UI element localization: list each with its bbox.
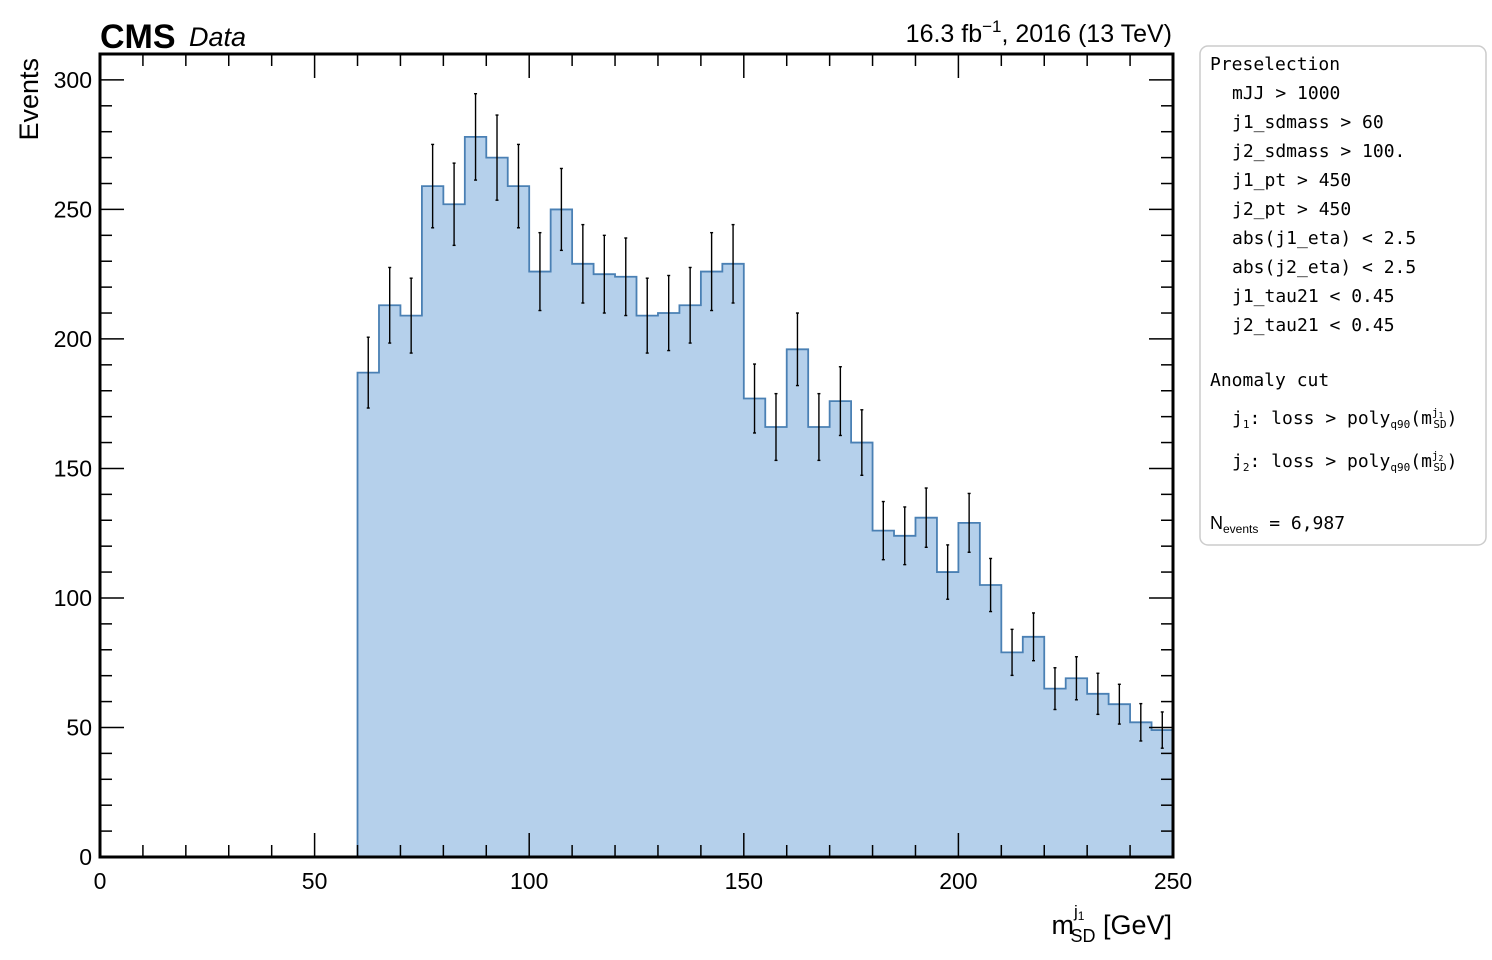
errorbar-24 [881, 500, 885, 561]
legend-cut-item: j1_sdmass > 60 [1232, 112, 1384, 133]
plot-frame [98, 52, 1175, 859]
errorbar-19 [774, 392, 778, 462]
errorbar-6 [495, 114, 499, 201]
legend-cuts: mJJ > 1000 j1_sdmass > 60 j2_sdmass > 100.… [1232, 83, 1416, 336]
legend-cut-item: j1_tau21 < 0.45 [1232, 286, 1395, 307]
legend-cut-item: abs(j1_eta) < 2.5 [1232, 228, 1416, 249]
legend-box: Preselection mJJ > 1000 j1_sdmass > 60 j2_… [1199, 45, 1487, 546]
errorbar-11 [602, 234, 606, 314]
x-axis-label-unit: [GeV] [1095, 910, 1172, 940]
y-tick-label: 150 [54, 455, 92, 481]
legend-cut-item: j2_sdmass > 100. [1232, 141, 1405, 162]
errorbar-21 [817, 392, 821, 462]
x-tick-label: 200 [939, 868, 977, 894]
lumi-label: 16.3 fb−1, 2016 (13 TeV) [906, 17, 1172, 48]
errorbar-5 [474, 93, 478, 181]
x-axis-label-sup: j [1073, 902, 1078, 921]
y-tick-label: 200 [54, 326, 92, 352]
x-tick-label: 0 [94, 868, 107, 894]
x-axis-label-main: m [1051, 910, 1074, 940]
legend-cut-item: j2_tau21 < 0.45 [1232, 315, 1395, 336]
data-label: Data [189, 22, 246, 52]
x-tick-label: 50 [302, 868, 328, 894]
errorbar-15 [688, 266, 692, 344]
histogram-fill [357, 136, 1173, 857]
tick-layer: 0 50 100 150 200 250 0 50 100 150 200 250 300 [54, 53, 1192, 894]
errorbar-18 [753, 363, 757, 434]
errorbar-2 [409, 277, 413, 354]
errorbar-1 [388, 266, 392, 344]
errorbar-33 [1074, 656, 1078, 701]
x-tick-label: 100 [510, 868, 548, 894]
x-axis-label-supsub: 1 [1078, 909, 1085, 923]
legend-cut-item: j1_pt > 450 [1232, 170, 1351, 191]
errorbar-14 [667, 274, 671, 352]
errorbar-3 [431, 143, 435, 229]
histogram-layer [356, 135, 1173, 857]
legend-cut-item: mJJ > 1000 [1232, 83, 1340, 104]
legend-frame [1199, 45, 1487, 546]
legend-preselection-title: Preselection [1210, 54, 1340, 75]
lumi-rest: , 2016 (13 TeV) [1002, 20, 1172, 48]
errorbar-34 [1096, 672, 1100, 716]
x-axis-label-sub: SD [1070, 926, 1095, 946]
errorbar-27 [946, 544, 950, 600]
errorbar-32 [1053, 667, 1057, 711]
errorbar-20 [795, 312, 799, 387]
errorbar-30 [1010, 628, 1014, 677]
y-tick-label: 100 [54, 585, 92, 611]
legend-cut-item: j2_pt > 450 [1232, 199, 1351, 220]
y-tick-label: 250 [54, 196, 92, 222]
errorbar-35 [1117, 683, 1121, 725]
errorbar-8 [538, 231, 542, 312]
legend-cut-item: abs(j2_eta) < 2.5 [1232, 257, 1416, 278]
errorbar-26 [924, 487, 928, 549]
experiment-label: CMS [100, 18, 176, 56]
errorbar-25 [903, 506, 907, 566]
legend-anomaly-line-1: j1: loss > polyq90(mj1 SD) [1232, 406, 1457, 431]
errorbar-4 [452, 162, 456, 247]
errorbar-13 [645, 277, 649, 354]
errorbar-0 [366, 336, 370, 409]
errorbar-31 [1032, 612, 1036, 662]
y-axis-label: Events [14, 58, 44, 141]
x-axis-label: mj1 SD [GeV] [1051, 902, 1172, 946]
legend-anomaly-line-2: j2: loss > polyq90(mj2 SD) [1232, 449, 1457, 474]
errorbar-17 [731, 223, 735, 304]
lumi-value: 16.3 fb [906, 20, 982, 48]
errorbar-9 [559, 167, 563, 252]
errorbar-23 [860, 409, 864, 477]
legend-nevents: Nevents = 6,987 [1210, 513, 1345, 536]
errorbar-36 [1139, 702, 1143, 742]
errorbar-12 [624, 237, 628, 317]
legend-anomaly-title: Anomaly cut [1210, 370, 1329, 391]
y-tick-label: 0 [79, 844, 92, 870]
x-tick-label: 150 [725, 868, 763, 894]
lumi-exponent: −1 [982, 17, 1001, 36]
y-tick-label: 50 [66, 714, 92, 740]
errorbar-10 [581, 223, 585, 304]
x-tick-label: 250 [1154, 868, 1192, 894]
histogram-outline [356, 135, 1173, 857]
errorbar-28 [967, 492, 971, 553]
errorbar-22 [838, 366, 842, 437]
errorbar-layer [366, 93, 1164, 749]
errorbar-16 [710, 231, 714, 312]
y-tick-label: 300 [54, 67, 92, 93]
errorbar-37 [1160, 711, 1164, 749]
errorbar-29 [989, 557, 993, 613]
errorbar-7 [516, 143, 520, 229]
